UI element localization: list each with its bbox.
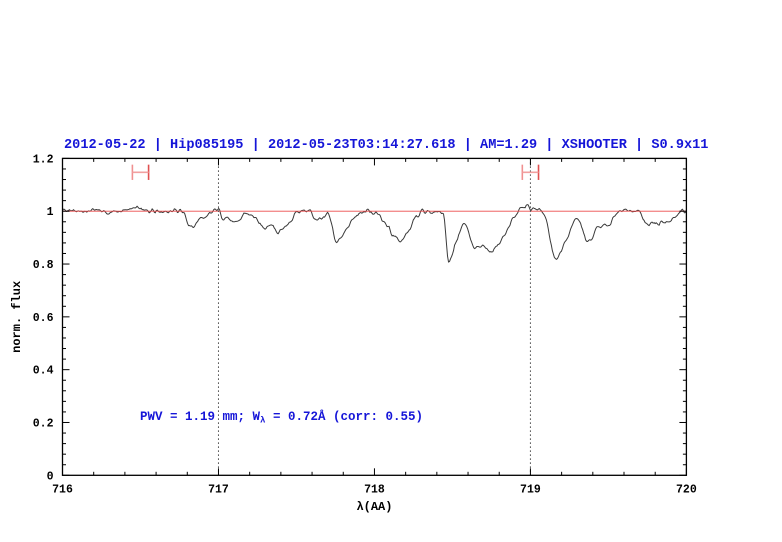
svg-text:719: 719 xyxy=(520,483,541,496)
svg-text:0.2: 0.2 xyxy=(33,417,54,430)
svg-text:λ(AA): λ(AA) xyxy=(356,500,392,514)
svg-text:716: 716 xyxy=(52,483,73,496)
svg-text:1: 1 xyxy=(47,206,54,219)
svg-text:720: 720 xyxy=(676,483,697,496)
svg-text:1.2: 1.2 xyxy=(33,153,54,166)
svg-text:PWV = 1.19 mm; Wλ = 0.72Å (cor: PWV = 1.19 mm; Wλ = 0.72Å (corr: 0.55) xyxy=(140,409,423,426)
svg-text:0: 0 xyxy=(47,470,54,483)
svg-text:0.6: 0.6 xyxy=(33,312,54,325)
svg-text:norm. flux: norm. flux xyxy=(10,281,24,353)
svg-text:717: 717 xyxy=(208,483,229,496)
svg-text:0.4: 0.4 xyxy=(33,365,54,378)
svg-text:0.8: 0.8 xyxy=(33,259,54,272)
svg-text:718: 718 xyxy=(364,483,385,496)
